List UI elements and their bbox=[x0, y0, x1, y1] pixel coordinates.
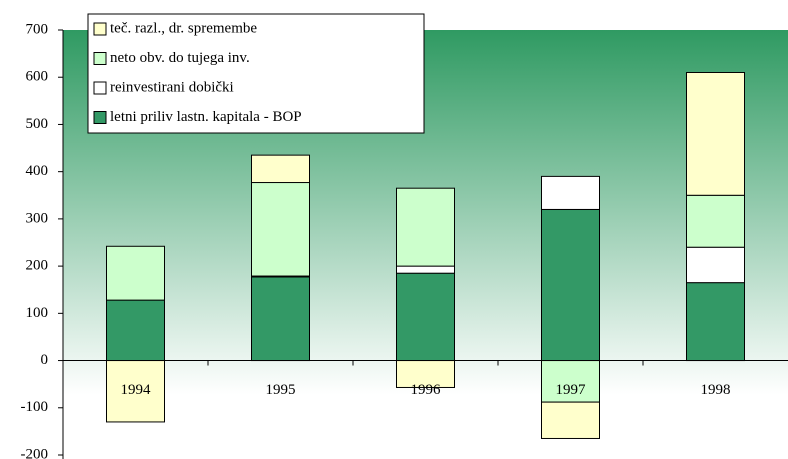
x-tick-label: 1996 bbox=[411, 382, 442, 398]
y-tick-label: 100 bbox=[26, 305, 49, 321]
y-tick-label: 300 bbox=[26, 210, 49, 226]
bar-segment bbox=[106, 245, 165, 301]
x-tick-label: 1997 bbox=[556, 382, 587, 398]
x-tick-label: 1994 bbox=[121, 382, 152, 398]
bar-segment bbox=[686, 246, 745, 284]
bar-segment bbox=[396, 272, 455, 362]
bar-segment bbox=[541, 360, 600, 403]
y-tick-label: -100 bbox=[21, 399, 49, 415]
y-tick-label: 0 bbox=[41, 352, 49, 368]
bar-segment bbox=[541, 208, 600, 362]
y-tick-label: 500 bbox=[26, 116, 49, 132]
y-tick-label: 200 bbox=[26, 258, 49, 274]
legend-swatch bbox=[93, 52, 107, 65]
y-tick-label: 700 bbox=[26, 21, 49, 37]
bar-segment bbox=[541, 401, 600, 439]
bar-segment bbox=[396, 187, 455, 267]
bar-segment bbox=[251, 154, 310, 184]
bar-segment bbox=[686, 194, 745, 248]
legend-label: reinvestirani dobički bbox=[110, 79, 234, 95]
legend-swatch bbox=[93, 22, 107, 36]
x-tick-label: 1995 bbox=[266, 382, 296, 398]
y-tick-label: 400 bbox=[26, 163, 49, 179]
legend-label: neto obv. do tujega inv. bbox=[110, 50, 250, 66]
bar-segment bbox=[686, 72, 745, 196]
bar-segment bbox=[541, 175, 600, 210]
bar-segment bbox=[106, 360, 165, 423]
bar-segment bbox=[251, 182, 310, 277]
bar-segment bbox=[686, 282, 745, 362]
bar-segment bbox=[396, 265, 455, 274]
legend-label: letni priliv lastn. kapitala - BOP bbox=[110, 109, 302, 125]
legend-label: teč. razl., dr. spremembe bbox=[110, 20, 257, 36]
legend-swatch bbox=[93, 81, 107, 95]
legend-box bbox=[87, 13, 425, 134]
bar-segment bbox=[106, 299, 165, 362]
y-tick-label: -200 bbox=[21, 446, 49, 459]
y-tick-label: 600 bbox=[26, 69, 49, 85]
legend-swatch bbox=[93, 111, 107, 124]
bar-segment bbox=[251, 276, 310, 362]
x-tick-label: 1998 bbox=[701, 382, 731, 398]
